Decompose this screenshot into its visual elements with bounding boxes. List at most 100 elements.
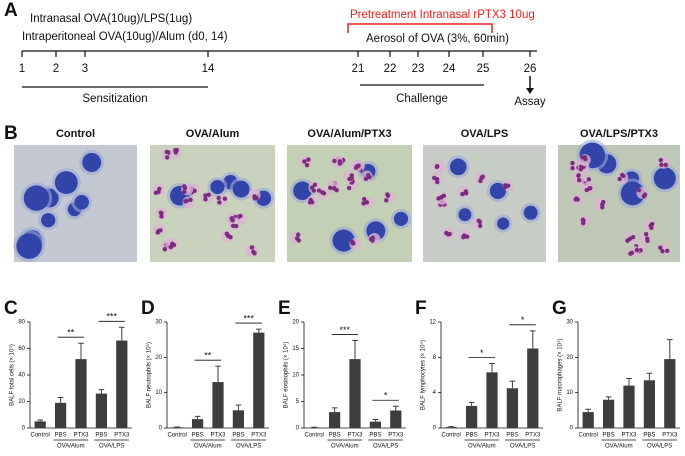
y-tick-label: 60 [18, 346, 25, 352]
panel-letter: C [4, 298, 18, 319]
cell-lobe [230, 218, 235, 223]
bar [54, 402, 67, 428]
protocol-text: Intraperitoneal OVA(10ug)/Alum (d0, 14) [22, 31, 228, 43]
cell-lobe [645, 238, 650, 243]
micrograph [558, 139, 680, 262]
cell-lobe [230, 223, 236, 228]
cell-lobe [361, 196, 367, 202]
cell-lobe [463, 189, 469, 194]
y-tick-label: 30 [566, 320, 573, 326]
cell-lobe [659, 162, 664, 168]
day-label: 3 [82, 63, 88, 75]
cell-lobe [222, 196, 228, 201]
cell-lobe [158, 228, 163, 233]
cell-lobe [444, 230, 449, 236]
significance-label: *** [243, 313, 254, 323]
cell-lobe [304, 162, 310, 168]
y-axis-label: BALF lymphocytes (× 10⁴) [420, 340, 427, 410]
day-label: 23 [412, 63, 425, 75]
x-tick-label: PBS [643, 433, 655, 439]
error-bar [118, 326, 125, 341]
error-bar [509, 380, 516, 389]
cell-lobe [478, 178, 483, 184]
panel-letter: D [141, 298, 155, 319]
arrow-head [526, 88, 534, 94]
image-title: OVA/Alum [186, 128, 240, 140]
cell-lobe [601, 199, 606, 205]
y-tick-label: 15 [292, 346, 299, 352]
bar [643, 380, 656, 428]
cell [201, 191, 214, 204]
cell-lobe [649, 225, 654, 231]
cell-nucleus [54, 171, 78, 195]
bar [116, 340, 128, 428]
error-bar [37, 419, 44, 422]
bar [602, 399, 615, 428]
y-tick-label: 20 [155, 355, 162, 361]
cell-lobe [586, 177, 592, 182]
panel-letter: F [415, 298, 427, 319]
x-tick-label: PBS [95, 433, 107, 439]
cell-lobe [600, 205, 605, 210]
cell-lobe [461, 234, 466, 240]
cell-lobe [316, 188, 322, 193]
cell-lobe [203, 193, 208, 198]
y-tick-label: 80 [18, 320, 25, 326]
cell-nucleus [293, 181, 312, 201]
cell [657, 156, 670, 169]
cell-lobe [658, 245, 663, 250]
cell-lobe [349, 239, 355, 244]
x-tick-label: PBS [192, 433, 204, 439]
panel-letter: A [4, 0, 18, 21]
cell-nucleus [16, 233, 42, 259]
cell-lobe [306, 157, 311, 162]
cell-lobe [302, 159, 307, 164]
y-axis-label: BALF neutrophils (× 10⁵) [146, 342, 153, 408]
error-bar [78, 342, 84, 360]
cell-lobe [436, 196, 441, 201]
error-bar [352, 340, 358, 360]
bar [582, 412, 594, 428]
cell-lobe [309, 185, 315, 190]
cell-lobe [249, 245, 255, 250]
cell-lobe [312, 182, 318, 188]
significance-label: * [384, 391, 388, 401]
group-label: OVA/Alum [331, 444, 359, 450]
cell-lobe [643, 231, 649, 237]
bar [390, 410, 402, 428]
group-label: OVA/LPS [99, 444, 124, 450]
bracket [347, 23, 493, 33]
y-tick-label: 10 [292, 373, 299, 379]
cell-lobe [574, 196, 579, 201]
bar [212, 382, 224, 428]
y-tick-label: 8 [433, 355, 437, 361]
cell-lobe [660, 249, 665, 254]
cell-lobe [385, 192, 390, 197]
bar [369, 421, 382, 428]
group-label: OVA/Alum [194, 444, 222, 450]
x-tick-label: PTX3 [114, 433, 130, 439]
significance-label: ** [204, 351, 212, 361]
x-tick-label: PTX3 [484, 433, 500, 439]
micrograph [287, 145, 412, 262]
micrographs: Control OVA/Alum OVA/Alum/PTX3 OVA/LPS OVA/L… [13, 128, 680, 262]
cell-lobe [188, 197, 193, 202]
group-label: OVA/LPS [236, 444, 261, 450]
micrograph [423, 145, 546, 262]
y-tick-label: 20 [292, 320, 299, 326]
bar [171, 427, 183, 428]
panel-letter: B [4, 123, 18, 144]
cell-nucleus [489, 182, 507, 200]
cell-lobe [617, 176, 622, 182]
cell-lobe [435, 179, 440, 185]
error-bar [57, 397, 64, 403]
group-label: OVA/LPS [373, 444, 398, 450]
days: 1 2 3 14 21 22 23 24 25 26 [19, 51, 536, 75]
day-label: 25 [477, 63, 490, 75]
y-tick-label: 20 [566, 355, 573, 361]
cell-nucleus [497, 217, 510, 230]
micrograph [13, 145, 137, 262]
cell-lobe [367, 175, 372, 180]
panel-letter: E [278, 298, 291, 319]
error-bar [392, 405, 399, 411]
